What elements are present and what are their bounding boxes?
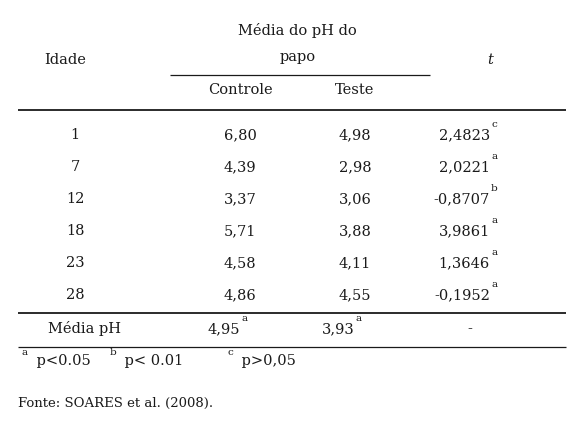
Text: p>0,05: p>0,05 xyxy=(237,354,296,368)
Text: c: c xyxy=(491,120,497,129)
Text: 4,95: 4,95 xyxy=(207,322,240,336)
Text: Controle: Controle xyxy=(208,83,272,97)
Text: a: a xyxy=(356,314,362,323)
Text: 12: 12 xyxy=(66,192,84,206)
Text: c: c xyxy=(227,348,233,357)
Text: 1,3646: 1,3646 xyxy=(439,256,490,270)
Text: a: a xyxy=(491,216,497,225)
Text: a: a xyxy=(491,248,497,257)
Text: 3,9861: 3,9861 xyxy=(439,224,490,238)
Text: 4,86: 4,86 xyxy=(224,288,256,302)
Text: 28: 28 xyxy=(65,288,84,302)
Text: -: - xyxy=(468,322,472,336)
Text: Teste: Teste xyxy=(335,83,375,97)
Text: Idade: Idade xyxy=(44,53,86,67)
Text: 4,39: 4,39 xyxy=(224,160,256,174)
Text: 4,98: 4,98 xyxy=(339,128,371,142)
Text: 3,06: 3,06 xyxy=(339,192,371,206)
Text: t: t xyxy=(487,53,493,67)
Text: 3,93: 3,93 xyxy=(322,322,355,336)
Text: papo: papo xyxy=(279,50,315,64)
Text: b: b xyxy=(491,184,498,193)
Text: a: a xyxy=(491,152,497,161)
Text: b: b xyxy=(110,348,117,357)
Text: 3,37: 3,37 xyxy=(224,192,256,206)
Text: 2,0221: 2,0221 xyxy=(439,160,490,174)
Text: -0,8707: -0,8707 xyxy=(434,192,490,206)
Text: 6,80: 6,80 xyxy=(224,128,256,142)
Text: 2,98: 2,98 xyxy=(339,160,371,174)
Text: 18: 18 xyxy=(66,224,84,238)
Text: 3,88: 3,88 xyxy=(339,224,371,238)
Text: 4,58: 4,58 xyxy=(224,256,256,270)
Text: p< 0.01: p< 0.01 xyxy=(120,354,183,368)
Text: -0,1952: -0,1952 xyxy=(434,288,490,302)
Text: 4,55: 4,55 xyxy=(339,288,371,302)
Text: 2,4823: 2,4823 xyxy=(439,128,490,142)
Text: p<0.05: p<0.05 xyxy=(32,354,91,368)
Text: a: a xyxy=(241,314,247,323)
Text: a: a xyxy=(491,280,497,289)
Text: Média pH: Média pH xyxy=(48,321,121,337)
Text: Média do pH do: Média do pH do xyxy=(238,23,357,37)
Text: Fonte: SOARES et al. (2008).: Fonte: SOARES et al. (2008). xyxy=(18,397,213,410)
Text: 7: 7 xyxy=(71,160,79,174)
Text: 23: 23 xyxy=(65,256,84,270)
Text: 4,11: 4,11 xyxy=(339,256,371,270)
Text: a: a xyxy=(22,348,28,357)
Text: 5,71: 5,71 xyxy=(224,224,256,238)
Text: 1: 1 xyxy=(71,128,79,142)
